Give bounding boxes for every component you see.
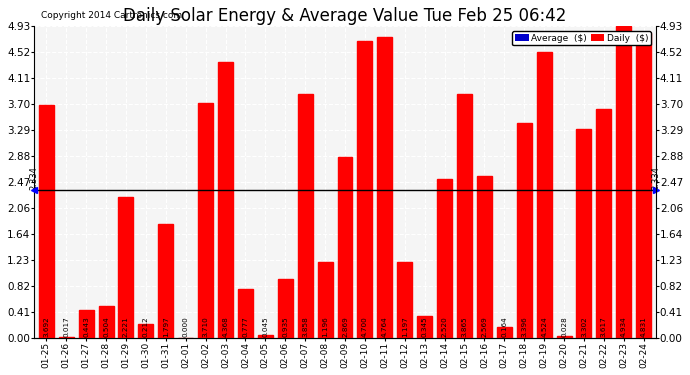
Text: Copyright 2014 Cartronics.com: Copyright 2014 Cartronics.com xyxy=(41,11,181,20)
Bar xyxy=(576,129,591,338)
Bar xyxy=(397,262,412,338)
Bar xyxy=(59,337,74,338)
Bar xyxy=(596,110,611,338)
Text: 0.345: 0.345 xyxy=(422,316,428,337)
Text: 2.520: 2.520 xyxy=(442,316,448,337)
Bar xyxy=(119,198,133,338)
Text: 3.396: 3.396 xyxy=(521,316,527,337)
Text: 3.617: 3.617 xyxy=(601,316,607,337)
Text: 3.710: 3.710 xyxy=(203,316,208,337)
Bar xyxy=(537,52,551,338)
Bar xyxy=(636,33,651,338)
Text: 4.764: 4.764 xyxy=(382,316,388,337)
Bar xyxy=(99,306,114,338)
Bar xyxy=(497,327,512,338)
Bar xyxy=(39,105,54,338)
Text: 1.196: 1.196 xyxy=(322,316,328,337)
Bar xyxy=(139,324,153,338)
Text: 0.443: 0.443 xyxy=(83,316,89,337)
Text: 1.197: 1.197 xyxy=(402,316,408,337)
Text: 0.017: 0.017 xyxy=(63,316,69,337)
Text: 4.831: 4.831 xyxy=(641,316,647,337)
Bar xyxy=(517,123,532,338)
Legend: Average  ($), Daily  ($): Average ($), Daily ($) xyxy=(513,31,651,45)
Text: 0.212: 0.212 xyxy=(143,316,149,337)
Title: Daily Solar Energy & Average Value Tue Feb 25 06:42: Daily Solar Energy & Average Value Tue F… xyxy=(124,7,566,25)
Text: 3.302: 3.302 xyxy=(581,316,587,337)
Text: 2.334: 2.334 xyxy=(30,166,39,190)
Bar xyxy=(616,26,631,338)
Bar xyxy=(337,157,353,338)
Text: 2.569: 2.569 xyxy=(482,316,487,337)
Bar xyxy=(218,62,233,338)
Bar xyxy=(79,310,94,338)
Text: 2.221: 2.221 xyxy=(123,316,129,337)
Bar xyxy=(238,289,253,338)
Text: 0.000: 0.000 xyxy=(183,316,188,337)
Bar xyxy=(377,37,393,338)
Text: 3.692: 3.692 xyxy=(43,316,49,337)
Text: 0.504: 0.504 xyxy=(103,316,109,337)
Text: 3.858: 3.858 xyxy=(302,316,308,337)
Bar xyxy=(297,94,313,338)
Text: 3.865: 3.865 xyxy=(462,316,468,337)
Bar xyxy=(477,176,492,338)
Text: 4.524: 4.524 xyxy=(541,316,547,337)
Text: 0.028: 0.028 xyxy=(561,316,567,337)
Bar xyxy=(437,178,452,338)
Text: 0.777: 0.777 xyxy=(242,316,248,337)
Bar xyxy=(457,94,472,338)
Text: 4.934: 4.934 xyxy=(621,316,627,337)
Text: 1.797: 1.797 xyxy=(163,316,169,337)
Bar xyxy=(158,224,173,338)
Text: 4.368: 4.368 xyxy=(222,316,228,337)
Bar xyxy=(198,104,213,338)
Text: 0.045: 0.045 xyxy=(262,316,268,337)
Bar xyxy=(258,335,273,338)
Text: 2.334: 2.334 xyxy=(651,166,660,190)
Text: 2.869: 2.869 xyxy=(342,316,348,337)
Bar xyxy=(417,316,432,338)
Text: 4.700: 4.700 xyxy=(362,316,368,337)
Bar xyxy=(557,336,571,338)
Text: 0.935: 0.935 xyxy=(282,316,288,337)
Bar xyxy=(317,262,333,338)
Text: 0.164: 0.164 xyxy=(502,316,507,337)
Bar xyxy=(278,279,293,338)
Bar xyxy=(357,41,373,338)
